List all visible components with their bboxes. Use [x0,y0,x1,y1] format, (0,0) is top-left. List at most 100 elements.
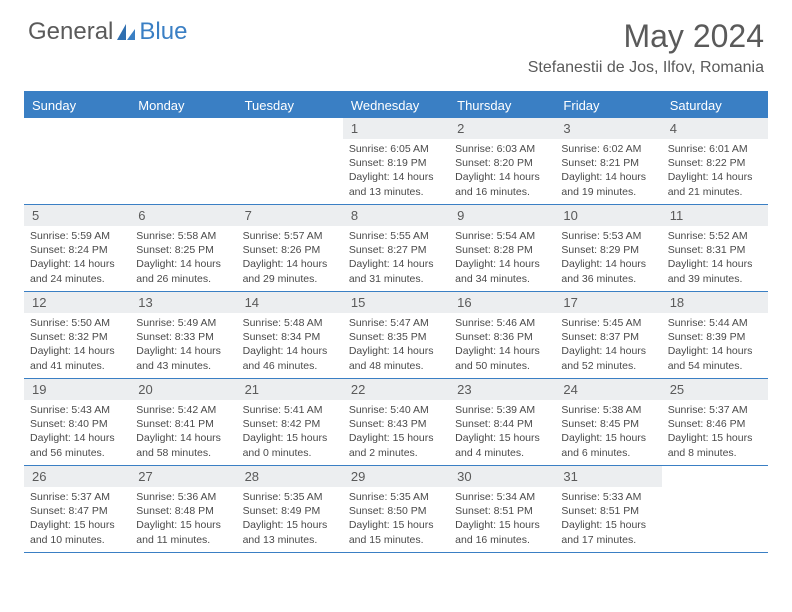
sunrise-text: Sunrise: 6:01 AM [668,142,762,156]
sunrise-text: Sunrise: 5:46 AM [455,316,549,330]
day-header: Thursday [449,93,555,118]
sunset-text: Sunset: 8:37 PM [561,330,655,344]
daylight-text: Daylight: 14 hours and 56 minutes. [30,431,124,459]
sunrise-text: Sunrise: 5:39 AM [455,403,549,417]
sunset-text: Sunset: 8:51 PM [455,504,549,518]
daylight-text: Daylight: 15 hours and 8 minutes. [668,431,762,459]
day-cell: 16 Sunrise: 5:46 AMSunset: 8:36 PMDayligh… [449,292,555,378]
daylight-text: Daylight: 14 hours and 31 minutes. [349,257,443,285]
day-cell: 22Sunrise: 5:40 AMSunset: 8:43 PMDayligh… [343,379,449,465]
day-info: Sunrise: 5:44 AMSunset: 8:39 PMDaylight:… [662,313,768,377]
sunset-text: Sunset: 8:29 PM [561,243,655,257]
sunrise-text: Sunrise: 5:52 AM [668,229,762,243]
day-number: 30 [449,466,555,487]
sunset-text: Sunset: 8:32 PM [30,330,124,344]
sunset-text: Sunset: 8:47 PM [30,504,124,518]
day-number: 20 [130,379,236,400]
day-cell [237,118,343,204]
day-cell: 7Sunrise: 5:57 AMSunset: 8:26 PMDaylight… [237,205,343,291]
sunset-text: Sunset: 8:39 PM [668,330,762,344]
logo-sail-icon [115,22,137,42]
day-header: Wednesday [343,93,449,118]
day-cell: 14Sunrise: 5:48 AMSunset: 8:34 PMDayligh… [237,292,343,378]
day-header: Monday [130,93,236,118]
day-number: 23 [449,379,555,400]
sunset-text: Sunset: 8:36 PM [455,330,549,344]
sunset-text: Sunset: 8:31 PM [668,243,762,257]
sunset-text: Sunset: 8:51 PM [561,504,655,518]
sunset-text: Sunset: 8:48 PM [136,504,230,518]
sunrise-text: Sunrise: 5:57 AM [243,229,337,243]
day-number: 11 [662,205,768,226]
day-info: Sunrise: 5:52 AMSunset: 8:31 PMDaylight:… [662,226,768,290]
day-cell: 3Sunrise: 6:02 AMSunset: 8:21 PMDaylight… [555,118,661,204]
sunrise-text: Sunrise: 5:34 AM [455,490,549,504]
day-number: 28 [237,466,343,487]
sunset-text: Sunset: 8:24 PM [30,243,124,257]
day-info: Sunrise: 5:35 AMSunset: 8:50 PMDaylight:… [343,487,449,551]
daylight-text: Daylight: 14 hours and 39 minutes. [668,257,762,285]
sunrise-text: Sunrise: 6:03 AM [455,142,549,156]
day-cell: 13Sunrise: 5:49 AMSunset: 8:33 PMDayligh… [130,292,236,378]
day-number: 8 [343,205,449,226]
day-info: Sunrise: 5:58 AMSunset: 8:25 PMDaylight:… [130,226,236,290]
daylight-text: Daylight: 15 hours and 2 minutes. [349,431,443,459]
day-cell: 23Sunrise: 5:39 AMSunset: 8:44 PMDayligh… [449,379,555,465]
sunrise-text: Sunrise: 5:59 AM [30,229,124,243]
sunrise-text: Sunrise: 5:58 AM [136,229,230,243]
day-info: Sunrise: 5:33 AMSunset: 8:51 PMDaylight:… [555,487,661,551]
daylight-text: Daylight: 14 hours and 13 minutes. [349,170,443,198]
sunset-text: Sunset: 8:46 PM [668,417,762,431]
sunrise-text: Sunrise: 5:43 AM [30,403,124,417]
day-headers-row: SundayMondayTuesdayWednesdayThursdayFrid… [24,93,768,118]
sunset-text: Sunset: 8:43 PM [349,417,443,431]
daylight-text: Daylight: 15 hours and 6 minutes. [561,431,655,459]
daylight-text: Daylight: 14 hours and 54 minutes. [668,344,762,372]
day-number: 21 [237,379,343,400]
day-cell: 31Sunrise: 5:33 AMSunset: 8:51 PMDayligh… [555,466,661,552]
day-cell: 1Sunrise: 6:05 AMSunset: 8:19 PMDaylight… [343,118,449,204]
sunrise-text: Sunrise: 5:54 AM [455,229,549,243]
sunset-text: Sunset: 8:25 PM [136,243,230,257]
day-cell [662,466,768,552]
sunset-text: Sunset: 8:44 PM [455,417,549,431]
day-info: Sunrise: 5:54 AMSunset: 8:28 PMDaylight:… [449,226,555,290]
daylight-text: Daylight: 14 hours and 26 minutes. [136,257,230,285]
day-cell: 28Sunrise: 5:35 AMSunset: 8:49 PMDayligh… [237,466,343,552]
day-info: Sunrise: 5:42 AMSunset: 8:41 PMDaylight:… [130,400,236,464]
day-number: 1 [343,118,449,139]
day-cell: 20Sunrise: 5:42 AMSunset: 8:41 PMDayligh… [130,379,236,465]
day-cell: 27Sunrise: 5:36 AMSunset: 8:48 PMDayligh… [130,466,236,552]
day-cell: 21Sunrise: 5:41 AMSunset: 8:42 PMDayligh… [237,379,343,465]
sunset-text: Sunset: 8:42 PM [243,417,337,431]
sunrise-text: Sunrise: 5:53 AM [561,229,655,243]
day-info: Sunrise: 5:34 AMSunset: 8:51 PMDaylight:… [449,487,555,551]
day-info: Sunrise: 5:37 AMSunset: 8:46 PMDaylight:… [662,400,768,464]
sunset-text: Sunset: 8:27 PM [349,243,443,257]
day-number: 27 [130,466,236,487]
day-info: Sunrise: 5:48 AMSunset: 8:34 PMDaylight:… [237,313,343,377]
sunrise-text: Sunrise: 5:50 AM [30,316,124,330]
day-number: 10 [555,205,661,226]
day-number: 7 [237,205,343,226]
day-number: 24 [555,379,661,400]
day-number: 18 [662,292,768,313]
day-number: 16 [449,292,555,313]
day-cell: 17Sunrise: 5:45 AMSunset: 8:37 PMDayligh… [555,292,661,378]
day-cell: 24Sunrise: 5:38 AMSunset: 8:45 PMDayligh… [555,379,661,465]
day-cell: 29Sunrise: 5:35 AMSunset: 8:50 PMDayligh… [343,466,449,552]
sunset-text: Sunset: 8:45 PM [561,417,655,431]
day-number: 13 [130,292,236,313]
sunrise-text: Sunrise: 5:55 AM [349,229,443,243]
day-info: Sunrise: 5:43 AMSunset: 8:40 PMDaylight:… [24,400,130,464]
calendar-weeks: 1Sunrise: 6:05 AMSunset: 8:19 PMDaylight… [24,118,768,553]
day-info: Sunrise: 5:36 AMSunset: 8:48 PMDaylight:… [130,487,236,551]
daylight-text: Daylight: 15 hours and 10 minutes. [30,518,124,546]
day-cell [130,118,236,204]
daylight-text: Daylight: 14 hours and 48 minutes. [349,344,443,372]
sunrise-text: Sunrise: 5:44 AM [668,316,762,330]
daylight-text: Daylight: 14 hours and 50 minutes. [455,344,549,372]
day-info: Sunrise: 5:55 AMSunset: 8:27 PMDaylight:… [343,226,449,290]
day-info: Sunrise: 5:45 AMSunset: 8:37 PMDaylight:… [555,313,661,377]
sunset-text: Sunset: 8:22 PM [668,156,762,170]
